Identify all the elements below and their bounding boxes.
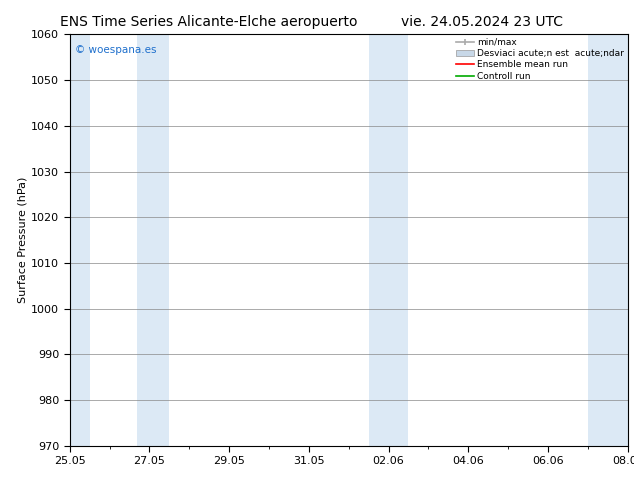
Bar: [70, 34, 89, 446]
Bar: [368, 34, 408, 446]
Bar: [588, 34, 628, 446]
Y-axis label: Surface Pressure (hPa): Surface Pressure (hPa): [17, 177, 27, 303]
Bar: [138, 34, 169, 446]
Text: vie. 24.05.2024 23 UTC: vie. 24.05.2024 23 UTC: [401, 15, 563, 29]
Text: ENS Time Series Alicante-Elche aeropuerto: ENS Time Series Alicante-Elche aeropuert…: [60, 15, 358, 29]
Legend: min/max, Desviaci acute;n est  acute;ndar, Ensemble mean run, Controll run: min/max, Desviaci acute;n est acute;ndar…: [454, 36, 626, 82]
Text: © woespana.es: © woespana.es: [75, 45, 157, 54]
